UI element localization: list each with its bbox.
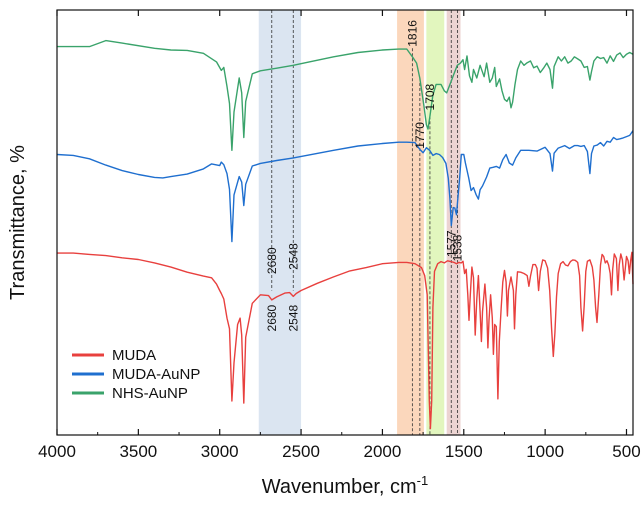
x-tick-label: 4000	[38, 442, 76, 461]
x-tick-label: 1000	[526, 442, 564, 461]
x-tick-label: 500	[612, 442, 640, 461]
legend-label: NHS-AuNP	[112, 385, 188, 402]
x-axis-title: Wavenumber, cm-1	[262, 473, 428, 498]
peak-label: 1577	[444, 230, 458, 257]
x-tick-label: 2000	[364, 442, 402, 461]
spectra	[56, 39, 634, 430]
legend-label: MUDA-AuNP	[112, 366, 200, 383]
legend: MUDA MUDA-AuNP NHS-AuNP	[72, 347, 200, 402]
highlight-band	[258, 10, 302, 435]
highlight-band	[426, 10, 445, 435]
x-tick-label: 2500	[282, 442, 320, 461]
series-line	[57, 39, 634, 151]
peak-label: 2680	[265, 247, 279, 274]
x-axis-ticks: 4000 3500 3000 2500 2000 1500 1000 500	[38, 10, 641, 461]
legend-label: MUDA	[112, 347, 156, 364]
highlight-band	[397, 10, 424, 435]
peak-label: 1708	[423, 83, 437, 110]
highlight-bands	[258, 10, 461, 435]
peak-label: 1816	[405, 20, 419, 47]
y-axis-title: Transmittance, %	[7, 145, 29, 300]
peak-label: 2548	[286, 243, 300, 270]
peak-label: 1538	[451, 234, 465, 261]
x-tick-label: 3000	[201, 442, 239, 461]
x-tick-label: 1500	[445, 442, 483, 461]
series-line	[56, 130, 634, 243]
x-tick-label: 3500	[119, 442, 157, 461]
peak-label: 2548	[286, 304, 300, 331]
peak-label: 1770	[413, 122, 427, 149]
series-line	[57, 251, 634, 430]
highlight-band	[446, 10, 461, 435]
plot-frame	[56, 9, 634, 436]
peak-label: 2680	[265, 304, 279, 331]
